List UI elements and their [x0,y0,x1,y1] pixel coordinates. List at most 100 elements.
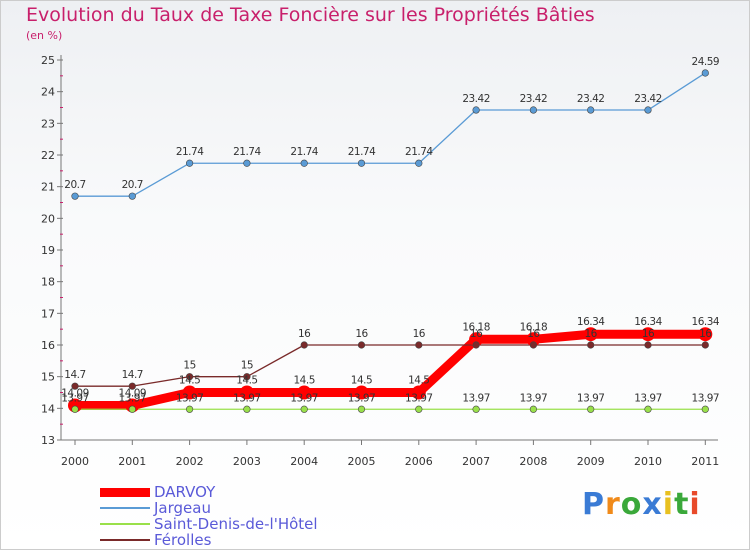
data-point-darvoy [411,385,426,400]
data-label-ferolles: 15 [183,360,195,372]
data-point-ferolles [644,341,652,349]
legend: DARVOY Jargeau Saint-Denis-de-l'Hôtel Fé… [100,483,318,549]
data-label-saint-denis-de-l-hotel: 13.97 [520,392,548,404]
data-label-saint-denis-de-l-hotel: 13.97 [577,392,605,404]
data-point-saint-denis-de-l-hotel [71,405,79,413]
data-label-saint-denis-de-l-hotel: 13.97 [290,392,318,404]
data-point-ferolles [701,341,709,349]
x-tick-label: 2007 [462,455,490,468]
data-point-darvoy [354,385,369,400]
data-point-ferolles [415,341,423,349]
data-label-jargeau: 21.74 [233,146,261,158]
data-label-darvoy: 14.09 [61,387,89,399]
data-label-saint-denis-de-l-hotel: 13.97 [233,392,261,404]
data-point-jargeau [71,192,79,200]
x-tick-label: 2006 [405,455,433,468]
data-point-ferolles [128,382,136,390]
proxiti-logo: Proxiti [582,487,701,522]
x-tick-label: 2010 [634,455,662,468]
data-label-jargeau: 21.74 [405,146,433,158]
data-label-darvoy: 14.5 [294,375,315,387]
data-label-saint-denis-de-l-hotel: 13.97 [61,392,89,404]
data-label-saint-denis-de-l-hotel: 13.97 [405,392,433,404]
data-label-saint-denis-de-l-hotel: 13.97 [692,392,720,404]
data-point-saint-denis-de-l-hotel [415,405,423,413]
data-point-darvoy [469,332,484,347]
data-point-saint-denis-de-l-hotel [472,405,480,413]
data-label-darvoy: 16.34 [692,316,720,328]
data-label-ferolles: 15 [241,360,253,372]
chart-title: Evolution du Taux de Taxe Foncière sur l… [26,4,595,26]
data-point-saint-denis-de-l-hotel [243,405,251,413]
y-tick-label: 14 [41,402,55,415]
data-label-darvoy: 16.34 [634,316,662,328]
series-line-jargeau [75,72,706,197]
data-point-saint-denis-de-l-hotel [300,405,308,413]
data-label-ferolles: 16 [699,328,712,340]
data-point-saint-denis-de-l-hotel [644,405,652,413]
data-point-darvoy [182,385,197,400]
x-tick-label: 2002 [176,455,204,468]
data-label-saint-denis-de-l-hotel: 13.97 [462,392,490,404]
data-point-jargeau [529,106,538,114]
legend-label-jargeau: Jargeau [154,499,211,517]
data-label-jargeau: 20.7 [122,179,143,191]
data-point-jargeau [587,106,595,114]
data-point-ferolles [243,373,251,381]
x-tick-label: 2001 [118,455,146,468]
data-point-ferolles [300,341,308,349]
data-label-ferolles: 16 [413,328,426,340]
data-label-ferolles: 16 [355,328,368,340]
y-tick-label: 17 [41,307,55,320]
data-label-ferolles: 16 [298,328,311,340]
data-point-saint-denis-de-l-hotel [529,405,538,413]
data-point-saint-denis-de-l-hotel [701,405,709,413]
data-label-saint-denis-de-l-hotel: 13.97 [634,392,662,404]
y-tick-label: 22 [41,149,55,162]
y-tick-label: 20 [41,212,55,225]
data-label-ferolles: 14.7 [122,369,143,381]
data-point-ferolles [529,341,538,349]
data-point-saint-denis-de-l-hotel [128,405,136,413]
legend-label-darvoy: DARVOY [154,483,216,501]
data-label-darvoy: 14.09 [119,387,147,399]
y-tick-label: 25 [41,54,55,67]
legend-label-saint-denis: Saint-Denis-de-l'Hôtel [154,515,318,533]
data-point-jargeau [357,159,366,167]
data-label-jargeau: 21.74 [176,146,204,158]
y-tick-label: 18 [41,276,55,289]
data-point-darvoy [698,327,713,342]
data-label-jargeau: 21.74 [348,146,376,158]
x-tick-label: 2008 [519,455,547,468]
data-label-ferolles: 16 [642,328,655,340]
data-label-jargeau: 23.42 [577,93,605,105]
data-label-darvoy: 14.5 [236,375,257,387]
legend-swatch-saint-denis [100,523,150,525]
data-point-darvoy [297,385,312,400]
data-point-darvoy [641,327,655,342]
legend-label-ferolles: Férolles [154,531,212,549]
y-tick-label: 23 [41,117,55,130]
series-line-darvoy [75,329,706,410]
data-label-jargeau: 20.7 [64,179,85,191]
data-label-darvoy: 16.18 [520,321,548,333]
data-label-darvoy: 16.18 [462,321,490,333]
legend-item-darvoy: DARVOY [100,483,318,501]
legend-swatch-darvoy [100,487,150,497]
data-point-ferolles [71,382,79,390]
data-point-darvoy [526,332,541,347]
series-line-ferolles [75,344,706,387]
data-point-ferolles [186,373,194,381]
y-axis-unit-label: (en %) [26,29,63,42]
data-label-jargeau: 24.59 [692,56,720,68]
y-tick-label: 16 [41,339,55,352]
data-label-ferolles: 16 [470,328,483,340]
data-point-jargeau [415,159,423,167]
data-point-jargeau [701,69,709,77]
data-label-saint-denis-de-l-hotel: 13.97 [348,392,376,404]
data-label-jargeau: 23.42 [462,93,490,105]
y-tick-label: 21 [41,181,55,194]
data-point-jargeau [128,192,136,200]
data-label-ferolles: 14.7 [64,369,85,381]
